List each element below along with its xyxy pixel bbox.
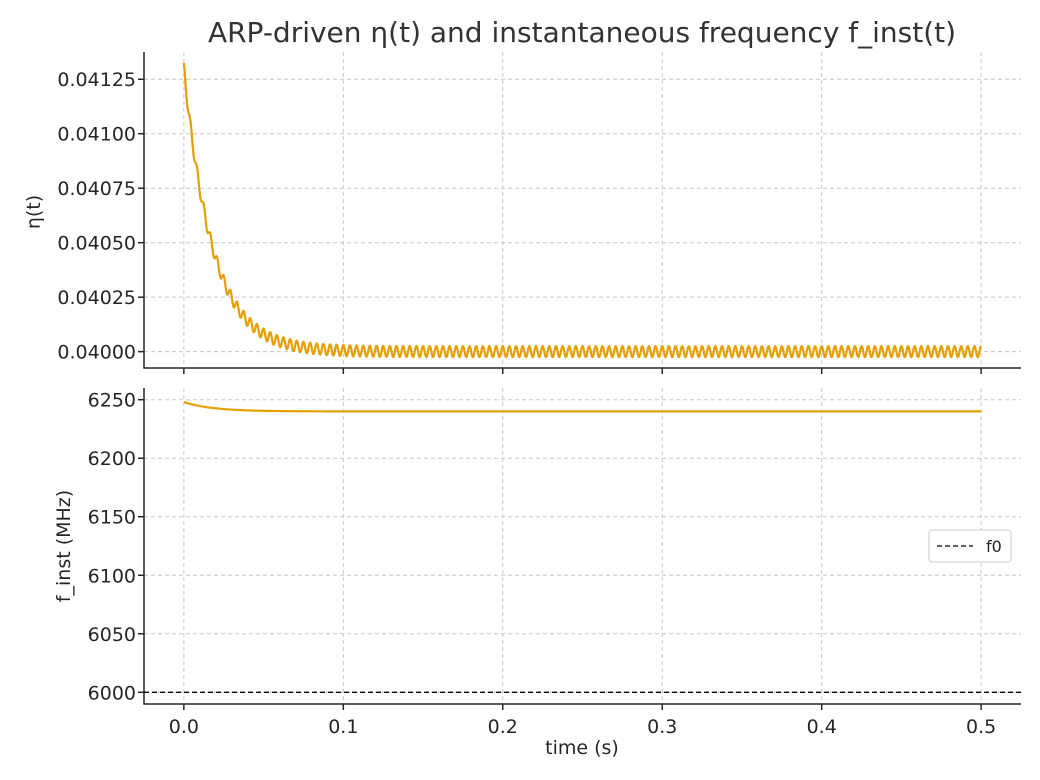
freq-x-tick-label: 0.4 xyxy=(807,716,837,738)
freq-y-tick-label: 6250 xyxy=(88,390,136,412)
freq-x-tick-label: 0.0 xyxy=(169,716,199,738)
freq-y-tick-label: 6150 xyxy=(88,507,136,529)
eta-axes-frame xyxy=(143,52,1021,369)
eta-y-tick-label: 0.04075 xyxy=(57,178,136,200)
eta-y-tick-label: 0.04025 xyxy=(57,287,136,309)
x-axis-label: time (s) xyxy=(545,737,619,759)
eta-grid xyxy=(144,52,1021,368)
eta-y-tick-label: 0.04050 xyxy=(57,233,136,255)
freq-grid xyxy=(144,388,1021,704)
eta-y-tick-label: 0.04000 xyxy=(57,342,136,364)
eta-panel: 0.04000 0.04025 0.04050 0.04075 0.04100 0.041… xyxy=(23,52,1021,374)
eta-y-tick-label: 0.04125 xyxy=(57,69,136,91)
freq-x-ticks: 0.0 0.1 0.2 0.3 0.4 0.5 xyxy=(169,704,996,738)
freq-y-tick-label: 6200 xyxy=(88,448,136,470)
eta-x-ticks xyxy=(183,368,982,374)
legend-f0-label: f0 xyxy=(986,537,1002,556)
freq-y-tick-label: 6100 xyxy=(88,565,136,587)
f-inst-series-line xyxy=(183,400,982,413)
freq-panel: 0.0 0.1 0.2 0.3 0.4 0.5 600060506100615062006… xyxy=(53,388,1021,759)
freq-x-tick-label: 0.1 xyxy=(328,716,358,738)
legend: f0 xyxy=(928,529,1012,563)
freq-y-axis-label: f_inst (MHz) xyxy=(53,490,75,602)
freq-x-tick-label: 0.2 xyxy=(488,716,518,738)
freq-x-tick-label: 0.3 xyxy=(647,716,677,738)
eta-series-line xyxy=(182,62,982,359)
freq-x-tick-label: 0.5 xyxy=(966,716,996,738)
freq-y-ticks: 6000 6050 6100 6150 6200 6250 xyxy=(88,390,144,704)
freq-y-tick-label: 6000 xyxy=(88,682,136,704)
eta-y-axis-label: η(t) xyxy=(23,195,45,229)
eta-y-tick-label: 0.04100 xyxy=(57,124,136,146)
chart-title: ARP-driven η(t) and instantaneous freque… xyxy=(208,16,956,49)
freq-axes-frame xyxy=(143,388,1021,705)
freq-y-tick-label: 6050 xyxy=(88,624,136,646)
eta-y-ticks: 0.04000 0.04025 0.04050 0.04075 0.04100 0.041… xyxy=(57,69,144,364)
